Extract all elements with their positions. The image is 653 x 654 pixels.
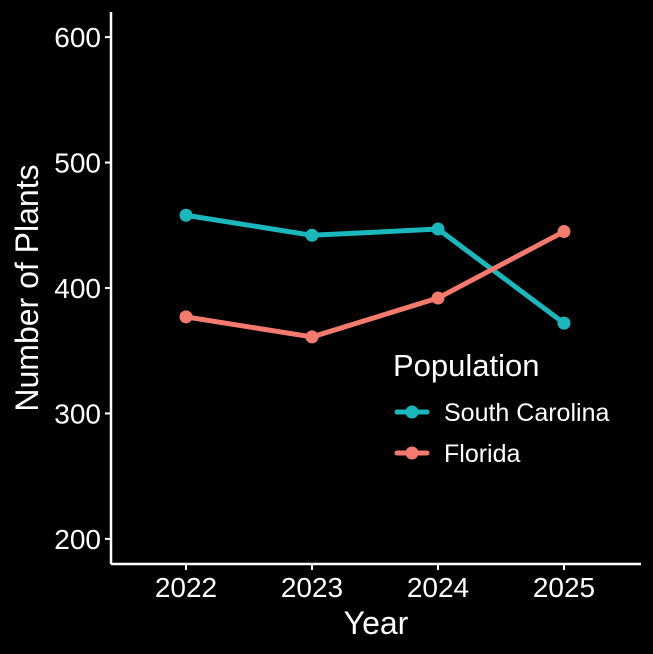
y-axis-ticks: 200 300 400 500 600 [54, 22, 111, 555]
y-tick-label: 400 [54, 273, 101, 304]
axes [109, 12, 641, 566]
legend-key-point-south-carolina [405, 405, 419, 419]
data-point-south-carolina [179, 208, 193, 222]
x-tick-label: 2022 [155, 572, 217, 603]
legend-items: South Carolina Florida [394, 399, 609, 468]
data-point-south-carolina [305, 228, 319, 242]
legend-label-florida: Florida [444, 440, 521, 468]
y-axis-label: Number of Plants [9, 164, 45, 411]
data-point-florida [557, 225, 571, 239]
series-line-florida [183, 229, 567, 340]
data-point-florida [305, 330, 319, 344]
data-point-south-carolina [557, 316, 571, 330]
series-layer [179, 208, 571, 344]
x-axis-ticks: 2022 2023 2024 2025 [155, 564, 595, 603]
x-axis-label: Year [344, 605, 409, 641]
data-point-south-carolina [431, 222, 445, 236]
x-tick-label: 2024 [407, 572, 469, 603]
x-tick-label: 2025 [533, 572, 595, 603]
y-tick-label: 300 [54, 398, 101, 429]
data-point-florida [431, 291, 445, 305]
legend: Population South Carolina Florida [393, 348, 609, 468]
series-line-south-carolina [183, 212, 567, 326]
legend-title: Population [393, 348, 540, 383]
y-tick-label: 500 [54, 148, 101, 179]
y-tick-label: 600 [54, 22, 101, 53]
x-tick-label: 2023 [281, 572, 343, 603]
y-tick-label: 200 [54, 524, 101, 555]
legend-key-point-florida [405, 446, 419, 460]
legend-label-south-carolina: South Carolina [444, 399, 609, 427]
data-point-florida [179, 310, 193, 324]
